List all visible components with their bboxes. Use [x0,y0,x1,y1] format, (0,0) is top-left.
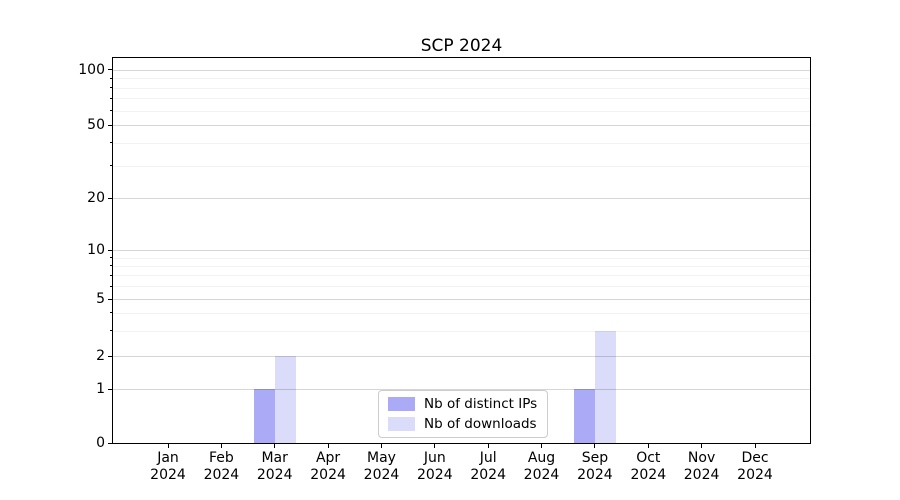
gridline-minor [113,142,810,144]
x-tick-label-jun: Jun 2024 [416,450,453,483]
x-tick-mark [274,444,276,448]
y-tick-label: 0 [96,435,105,451]
gridline-minor [113,110,810,112]
y-tick-mark [108,124,112,126]
y-tick-mark [108,298,112,300]
y-minor-tick-mark [110,165,112,167]
x-tick-mark [594,444,596,448]
x-tick-label-jan: Jan 2024 [150,450,186,483]
y-tick-mark [108,442,112,444]
gridline-minor [113,312,810,314]
y-minor-tick-mark [110,142,112,144]
y-tick-mark [108,249,112,251]
x-tick-mark [487,444,489,448]
x-tick-label-mar: Mar 2024 [256,450,293,483]
y-tick-label: 1 [96,381,105,398]
gridline-major [113,198,810,200]
y-tick-mark [108,388,112,390]
gridline-minor [113,286,810,288]
legend-swatch-distinct-ips [388,397,415,411]
y-minor-tick-mark [110,330,112,332]
x-tick-mark [220,444,222,448]
legend-item: Nb of downloads [379,414,547,434]
legend-swatch-downloads [388,417,415,431]
y-tick-mark [108,69,112,71]
x-tick-mark [754,444,756,448]
x-tick-label-nov: Nov 2024 [683,450,720,483]
y-tick-label: 5 [96,291,105,307]
y-minor-tick-mark [110,274,112,276]
y-tick-label: 20 [87,190,105,207]
x-tick-mark [541,444,542,448]
gridline-major [113,389,810,391]
y-minor-tick-mark [110,257,112,258]
bar-sep-series1 [594,330,616,443]
y-minor-tick-mark [110,97,112,99]
x-tick-mark [167,444,169,448]
gridline-major [113,69,810,71]
x-tick-label-apr: Apr 2024 [310,450,346,483]
x-tick-label-jul: Jul 2024 [470,450,506,483]
x-tick-label-aug: Aug 2024 [523,450,560,483]
y-tick-label: 2 [96,348,105,364]
gridline-major [113,250,810,252]
x-tick-mark [327,444,329,448]
gridline-minor [113,165,810,167]
y-tick-label: 100 [78,61,105,78]
y-minor-tick-mark [110,110,112,111]
legend-label: Nb of distinct IPs [424,396,538,412]
gridline-minor [113,265,810,267]
gridline-minor [113,98,810,100]
gridline-minor [113,330,810,332]
y-tick-mark [108,355,112,357]
bar-mar-series0 [253,389,275,443]
legend-item: Nb of distinct IPs [379,394,547,414]
bar-mar-series1 [274,356,296,443]
x-tick-label-oct: Oct 2024 [630,450,667,483]
gridline-major [113,356,810,357]
y-minor-tick-mark [110,265,112,267]
gridline-minor [113,87,810,89]
chart-title: SCP 2024 [420,36,503,56]
x-tick-label-sep: Sep 2024 [577,450,613,483]
y-minor-tick-mark [110,77,112,79]
plot-area-frame [112,57,811,444]
y-tick-mark [108,197,112,199]
x-tick-mark [381,444,382,448]
legend: Nb of distinct IPs Nb of downloads [378,390,548,438]
y-minor-tick-mark [110,87,112,89]
x-tick-label-feb: Feb 2024 [203,450,240,483]
gridline-major [113,299,810,300]
x-tick-mark [434,444,436,448]
y-minor-tick-mark [110,312,112,314]
gridline-minor [113,78,810,80]
x-tick-mark [647,444,649,448]
legend-label: Nb of downloads [424,416,537,432]
gridline-minor [113,257,810,259]
y-tick-label: 50 [87,117,105,133]
y-minor-tick-mark [110,285,112,287]
x-tick-label-may: May 2024 [363,450,400,483]
gridline-major [113,125,810,126]
bar-sep-series0 [573,389,595,443]
y-tick-label: 10 [87,242,105,259]
x-tick-mark [701,444,703,448]
gridline-minor [113,275,810,277]
x-tick-label-dec: Dec 2024 [737,450,773,483]
